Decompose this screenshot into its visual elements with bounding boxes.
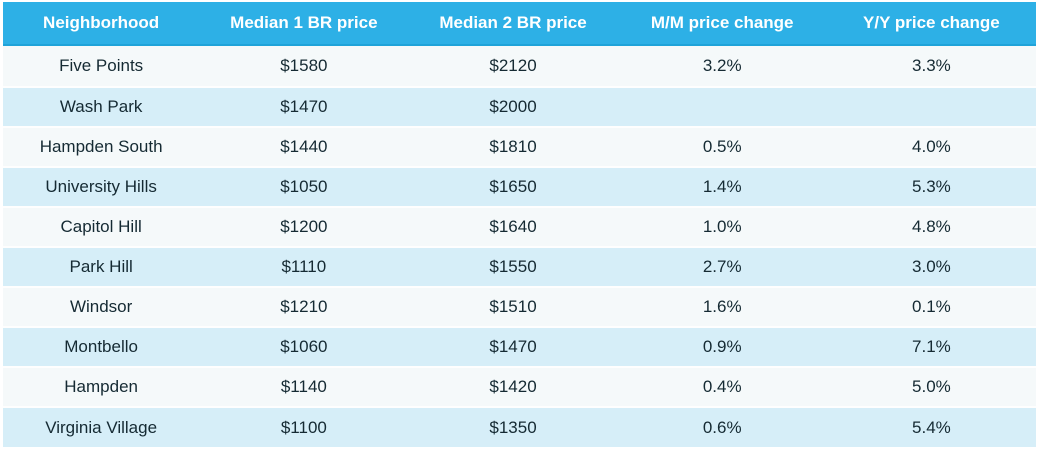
median-2br-price-cell: $1640 (408, 206, 618, 247)
mm-price-change-cell: 0.4% (617, 366, 827, 407)
column-header-median-2br-price: Median 2 BR price (408, 2, 618, 46)
yy-price-change-cell: 4.8% (826, 206, 1036, 247)
neighborhood-cell: Park Hill (3, 246, 200, 287)
median-1br-price-cell: $1140 (199, 366, 409, 407)
median-2br-price-cell: $1550 (408, 246, 618, 287)
column-header-neighborhood: Neighborhood (3, 2, 200, 46)
median-1br-price-cell: $1440 (199, 126, 409, 167)
mm-price-change-cell: 0.9% (617, 326, 827, 367)
yy-price-change-cell: 5.4% (826, 406, 1036, 447)
mm-price-change-cell: 3.2% (617, 45, 827, 87)
table-row: Park Hill $1110 $1550 2.7% 3.0% (3, 246, 1036, 287)
table-row: Five Points $1580 $2120 3.2% 3.3% (3, 45, 1036, 87)
table-header: Neighborhood Median 1 BR price Median 2 … (3, 2, 1036, 46)
median-2br-price-cell: $1650 (408, 166, 618, 207)
neighborhood-cell: University Hills (3, 166, 200, 207)
median-1br-price-cell: $1050 (199, 166, 409, 207)
table-row: Hampden $1140 $1420 0.4% 5.0% (3, 366, 1036, 407)
median-2br-price-cell: $1510 (408, 286, 618, 327)
mm-price-change-cell: 1.4% (617, 166, 827, 207)
yy-price-change-cell: 5.0% (826, 366, 1036, 407)
neighborhood-cell: Virginia Village (3, 406, 200, 447)
median-1br-price-cell: $1210 (199, 286, 409, 327)
neighborhood-cell: Montbello (3, 326, 200, 367)
mm-price-change-cell: 2.7% (617, 246, 827, 287)
table-row: Montbello $1060 $1470 0.9% 7.1% (3, 326, 1036, 367)
table-row: Capitol Hill $1200 $1640 1.0% 4.8% (3, 206, 1036, 247)
neighborhood-cell: Hampden (3, 366, 200, 407)
yy-price-change-cell: 7.1% (826, 326, 1036, 367)
neighborhood-cell: Wash Park (3, 86, 200, 127)
column-header-yy-price-change: Y/Y price change (826, 2, 1036, 46)
median-2br-price-cell: $1350 (408, 406, 618, 447)
yy-price-change-cell: 3.3% (826, 45, 1036, 87)
table-row: University Hills $1050 $1650 1.4% 5.3% (3, 166, 1036, 207)
median-2br-price-cell: $1810 (408, 126, 618, 167)
mm-price-change-cell (617, 86, 827, 127)
median-2br-price-cell: $2000 (408, 86, 618, 127)
mm-price-change-cell: 1.0% (617, 206, 827, 247)
median-1br-price-cell: $1470 (199, 86, 409, 127)
mm-price-change-cell: 0.5% (617, 126, 827, 167)
neighborhood-cell: Five Points (3, 45, 200, 87)
median-2br-price-cell: $1420 (408, 366, 618, 407)
yy-price-change-cell: 4.0% (826, 126, 1036, 167)
table-row: Windsor $1210 $1510 1.6% 0.1% (3, 286, 1036, 327)
yy-price-change-cell: 3.0% (826, 246, 1036, 287)
table-row: Virginia Village $1100 $1350 0.6% 5.4% (3, 406, 1036, 447)
median-1br-price-cell: $1200 (199, 206, 409, 247)
median-1br-price-cell: $1100 (199, 406, 409, 447)
median-2br-price-cell: $1470 (408, 326, 618, 367)
yy-price-change-cell (826, 86, 1036, 127)
mm-price-change-cell: 0.6% (617, 406, 827, 447)
table-body: Five Points $1580 $2120 3.2% 3.3% Wash Park $1… (3, 45, 1036, 447)
neighborhood-cell: Capitol Hill (3, 206, 200, 247)
header-row: Neighborhood Median 1 BR price Median 2 … (3, 2, 1036, 46)
rental-price-table-container: Neighborhood Median 1 BR price Median 2 … (3, 2, 1036, 467)
table-row: Hampden South $1440 $1810 0.5% 4.0% (3, 126, 1036, 167)
table-row: Wash Park $1470 $2000 (3, 86, 1036, 127)
neighborhood-cell: Windsor (3, 286, 200, 327)
rental-price-table: Neighborhood Median 1 BR price Median 2 … (3, 2, 1036, 447)
median-1br-price-cell: $1060 (199, 326, 409, 367)
mm-price-change-cell: 1.6% (617, 286, 827, 327)
median-2br-price-cell: $2120 (408, 45, 618, 87)
neighborhood-cell: Hampden South (3, 126, 200, 167)
median-1br-price-cell: $1110 (199, 246, 409, 287)
yy-price-change-cell: 0.1% (826, 286, 1036, 327)
yy-price-change-cell: 5.3% (826, 166, 1036, 207)
column-header-median-1br-price: Median 1 BR price (199, 2, 409, 46)
median-1br-price-cell: $1580 (199, 45, 409, 87)
column-header-mm-price-change: M/M price change (617, 2, 827, 46)
